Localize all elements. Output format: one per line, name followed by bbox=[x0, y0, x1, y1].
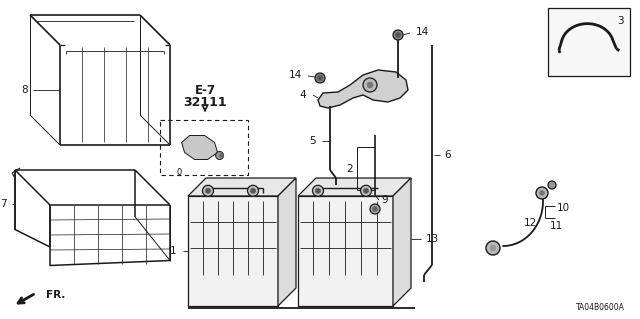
Text: 2: 2 bbox=[346, 164, 353, 174]
Bar bbox=[548, 8, 630, 76]
Text: TA04B0600A: TA04B0600A bbox=[576, 303, 625, 312]
Text: 14: 14 bbox=[416, 27, 429, 37]
Polygon shape bbox=[182, 136, 218, 160]
Circle shape bbox=[490, 245, 496, 251]
Circle shape bbox=[220, 153, 223, 158]
Text: 13: 13 bbox=[426, 234, 439, 243]
Polygon shape bbox=[298, 196, 393, 306]
Circle shape bbox=[393, 30, 403, 40]
Circle shape bbox=[317, 76, 323, 80]
Circle shape bbox=[312, 185, 323, 196]
Circle shape bbox=[360, 185, 371, 196]
Text: 8: 8 bbox=[22, 85, 28, 95]
Circle shape bbox=[548, 181, 556, 189]
Circle shape bbox=[486, 241, 500, 255]
Circle shape bbox=[364, 188, 369, 193]
Circle shape bbox=[248, 185, 259, 196]
Circle shape bbox=[536, 187, 548, 199]
Text: 9: 9 bbox=[381, 195, 388, 205]
Text: FR.: FR. bbox=[46, 290, 65, 300]
Text: 6: 6 bbox=[444, 150, 451, 160]
Circle shape bbox=[363, 78, 377, 92]
Polygon shape bbox=[318, 70, 408, 108]
Text: 14: 14 bbox=[289, 70, 302, 80]
Polygon shape bbox=[188, 178, 296, 196]
Circle shape bbox=[367, 82, 373, 88]
Polygon shape bbox=[188, 196, 278, 306]
Circle shape bbox=[396, 33, 401, 38]
Text: 3: 3 bbox=[618, 16, 624, 26]
Polygon shape bbox=[298, 178, 411, 196]
Text: 5: 5 bbox=[309, 136, 316, 146]
Circle shape bbox=[372, 206, 378, 211]
Text: 0: 0 bbox=[177, 168, 182, 177]
Circle shape bbox=[316, 188, 321, 193]
Text: E-7: E-7 bbox=[195, 84, 216, 97]
Text: 12: 12 bbox=[524, 218, 537, 228]
Polygon shape bbox=[393, 178, 411, 306]
Circle shape bbox=[205, 188, 211, 193]
Circle shape bbox=[540, 190, 545, 196]
Text: 32111: 32111 bbox=[183, 95, 227, 108]
Text: 11: 11 bbox=[550, 221, 563, 231]
Polygon shape bbox=[278, 178, 296, 306]
Text: 1: 1 bbox=[170, 246, 176, 256]
Circle shape bbox=[370, 204, 380, 214]
Circle shape bbox=[216, 152, 223, 160]
Text: 10: 10 bbox=[557, 203, 570, 213]
Circle shape bbox=[315, 73, 325, 83]
Circle shape bbox=[250, 188, 255, 193]
Text: 7: 7 bbox=[1, 199, 7, 209]
Text: 4: 4 bbox=[300, 90, 306, 100]
Circle shape bbox=[202, 185, 214, 196]
